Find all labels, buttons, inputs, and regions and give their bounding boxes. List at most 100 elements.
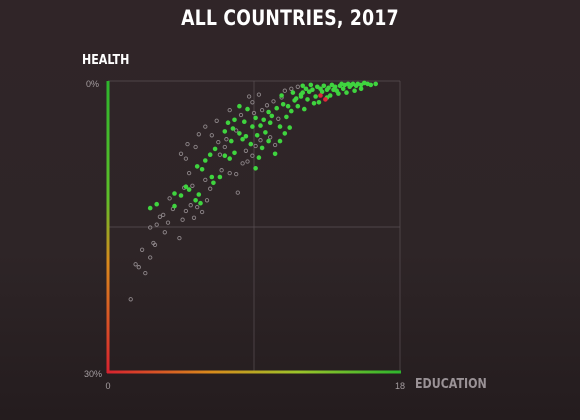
- chart-title: ALL COUNTRIES, 2017: [181, 6, 399, 30]
- green-data-point: [248, 141, 254, 147]
- green-data-point: [316, 100, 322, 105]
- green-data-point: [229, 138, 234, 144]
- grey-data-point: [246, 94, 252, 99]
- green-data-point: [272, 151, 278, 157]
- green-data-point: [258, 123, 263, 128]
- grey-data-point: [222, 144, 227, 150]
- green-data-point: [217, 174, 223, 180]
- green-data-point: [308, 82, 314, 88]
- grey-data-point: [253, 143, 258, 149]
- grey-data-point: [136, 265, 141, 270]
- green-data-point: [282, 131, 288, 136]
- green-data-point: [203, 158, 208, 163]
- grey-data-point: [196, 132, 201, 137]
- grey-data-point: [154, 222, 159, 227]
- y-axis: [106, 81, 110, 373]
- grey-data-point: [243, 148, 249, 153]
- green-data-point: [298, 92, 304, 97]
- green-data-point: [154, 201, 159, 207]
- green-data-point: [212, 146, 218, 152]
- grey-data-point: [217, 152, 223, 157]
- green-data-point: [280, 102, 286, 107]
- grey-data-point: [162, 230, 167, 235]
- green-data-point: [358, 86, 364, 92]
- green-data-point: [277, 124, 283, 129]
- green-data-point: [254, 133, 260, 138]
- grey-data-point: [245, 159, 250, 164]
- green-data-point: [269, 113, 275, 119]
- grey-data-point: [180, 217, 185, 222]
- green-data-point: [209, 174, 215, 180]
- green-data-point: [266, 138, 271, 144]
- green-data-point: [310, 87, 315, 92]
- green-data-point: [232, 117, 237, 123]
- grey-data-point: [183, 156, 189, 161]
- green-data-point: [295, 103, 301, 109]
- red-data-point: [323, 97, 328, 102]
- green-data-point: [285, 103, 291, 109]
- x-axis: [107, 370, 401, 374]
- green-data-point: [240, 136, 245, 142]
- grid: [108, 80, 401, 372]
- green-data-point: [147, 205, 153, 211]
- green-data-point: [352, 88, 357, 93]
- grey-data-point: [186, 170, 192, 176]
- green-data-point: [336, 91, 341, 96]
- grey-data-point: [227, 170, 232, 176]
- green-data-point: [250, 124, 255, 129]
- green-data-point: [222, 129, 228, 134]
- grey-data-point: [157, 214, 163, 219]
- green-data-point: [259, 145, 265, 151]
- y-axis-label: HEALTH: [82, 53, 130, 68]
- grey-data-point: [259, 107, 265, 113]
- green-data-point: [302, 106, 307, 112]
- grey-data-point: [203, 124, 208, 129]
- grey-data-point: [219, 168, 224, 173]
- x-tick-start: 0: [105, 381, 110, 391]
- green-data-point: [263, 130, 268, 135]
- green-data-point: [284, 114, 289, 120]
- grey-data-point: [282, 88, 287, 93]
- green-data-point: [274, 105, 280, 111]
- grey-data-point: [216, 139, 221, 145]
- grey-data-point: [238, 112, 244, 118]
- grey-data-point: [183, 208, 189, 214]
- green-data-point: [253, 115, 258, 121]
- green-data-point: [287, 125, 293, 130]
- grey-data-point: [271, 99, 276, 104]
- grey-data-point: [208, 186, 213, 191]
- green-data-point: [313, 94, 318, 99]
- grey-data-point: [167, 196, 172, 201]
- grey-data-point: [272, 142, 278, 148]
- grey-data-point: [161, 212, 166, 218]
- green-data-point: [267, 120, 273, 125]
- green-data-point: [198, 200, 203, 206]
- green-data-point: [311, 101, 317, 106]
- green-data-point: [172, 191, 177, 196]
- x-axis-label: EDUCATION: [415, 377, 487, 392]
- green-data-point: [331, 87, 336, 92]
- grey-data-point: [193, 144, 198, 150]
- green-data-point: [196, 192, 202, 197]
- grey-data-point: [240, 161, 245, 166]
- green-data-point: [293, 96, 299, 101]
- green-data-point: [321, 83, 327, 89]
- grey-data-point: [256, 92, 262, 97]
- data-points: [128, 80, 379, 302]
- green-data-point: [319, 89, 325, 94]
- green-data-point: [303, 86, 309, 92]
- green-data-point: [368, 82, 374, 88]
- grey-data-point: [204, 198, 210, 203]
- grey-data-point: [177, 235, 182, 241]
- green-data-point: [232, 150, 237, 156]
- green-data-point: [289, 108, 294, 114]
- red-data-point: [318, 93, 323, 98]
- grey-data-point: [148, 225, 153, 230]
- green-data-point: [178, 193, 184, 198]
- green-data-point: [186, 187, 192, 192]
- green-data-point: [207, 152, 213, 157]
- green-data-point: [243, 134, 249, 139]
- grey-data-point: [295, 84, 300, 89]
- grey-data-point: [214, 118, 219, 123]
- green-data-point: [261, 117, 267, 123]
